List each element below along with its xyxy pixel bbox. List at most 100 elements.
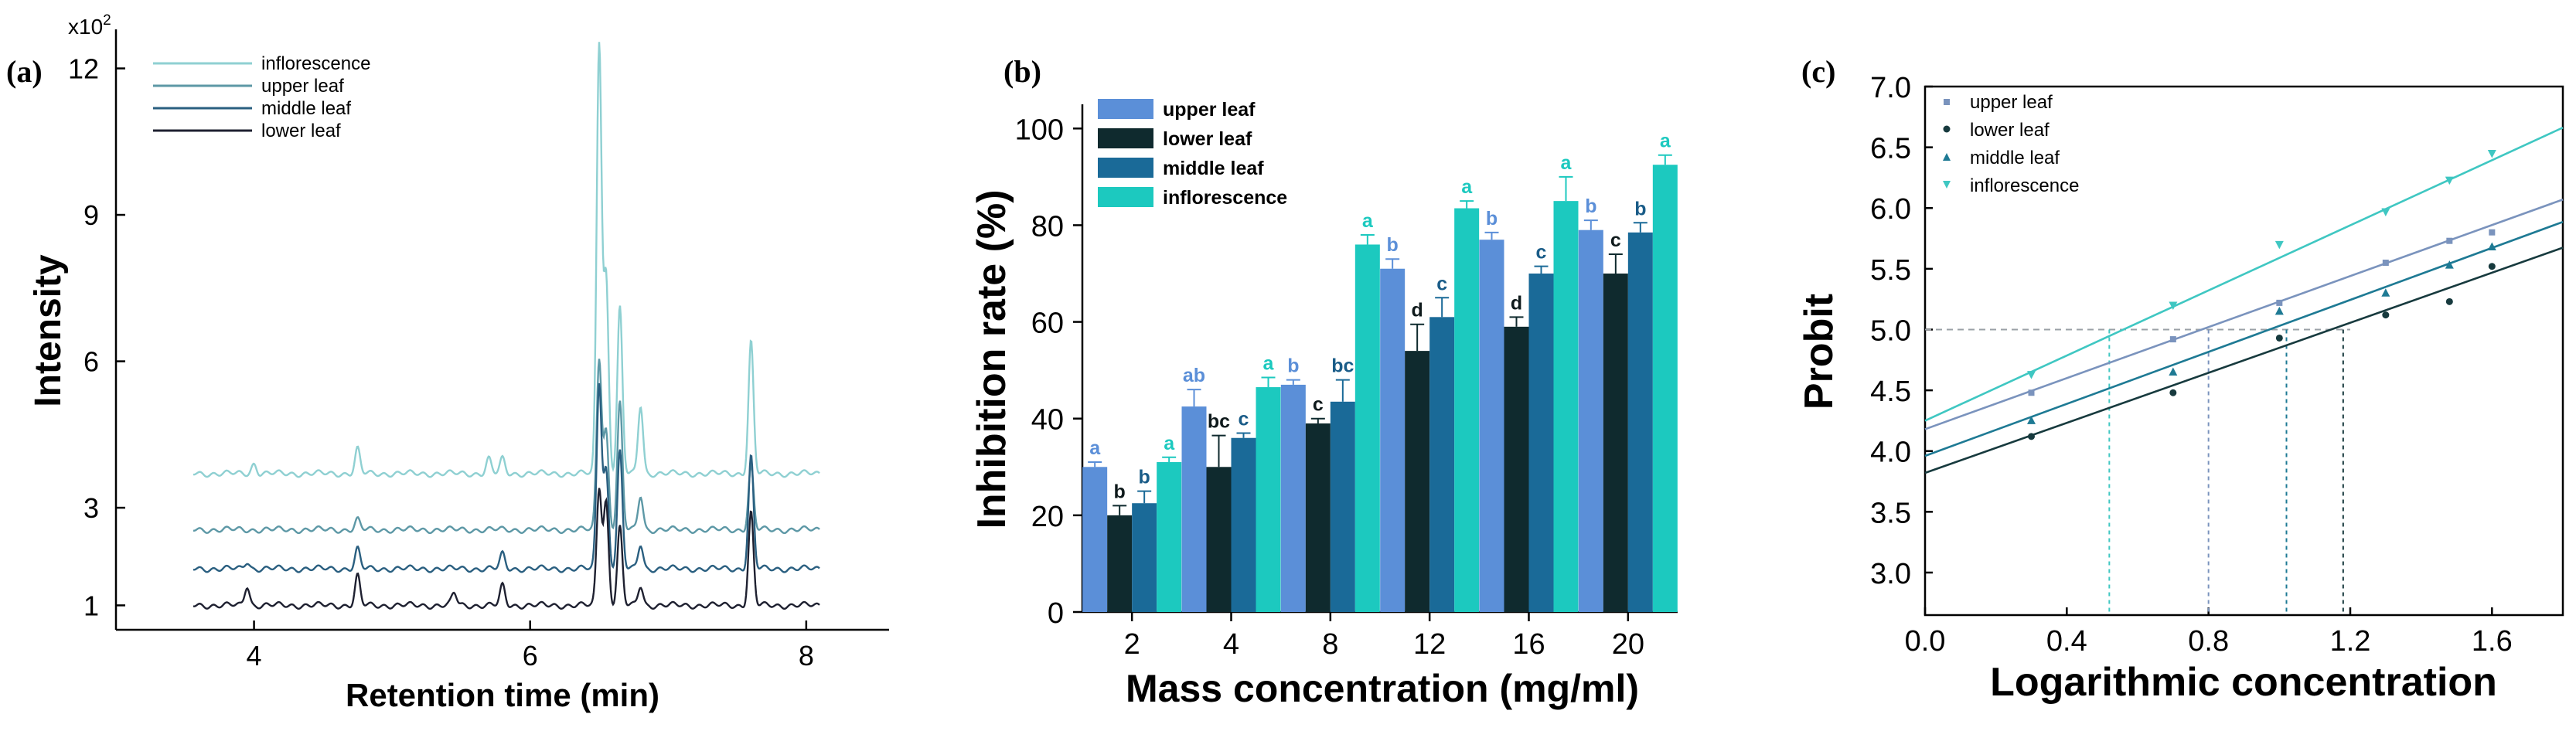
significance-label: a (1660, 131, 1671, 152)
bar-middle-leaf (1528, 274, 1554, 612)
significance-label: b (1387, 234, 1399, 256)
legend-label-middle-leaf: middle leaf (1970, 148, 2060, 168)
panel-a-y-multiplier-base: x10 (68, 15, 103, 39)
significance-label: c (1610, 230, 1621, 251)
bar-middle-leaf (1231, 437, 1256, 612)
significance-label: c (1536, 242, 1547, 264)
significance-label: ab (1183, 365, 1205, 386)
bar-lower-leaf (1107, 515, 1133, 612)
significance-label: c (1313, 394, 1324, 416)
fit-line-inflorescence (1924, 126, 2564, 422)
bar-upper-leaf (1082, 467, 1108, 612)
bar-inflorescence (1354, 244, 1380, 612)
significance-label: d (1511, 292, 1522, 314)
significance-label: b (1114, 481, 1126, 502)
y-tick-label: 3.0 (1870, 558, 1911, 590)
point-middle-leaf (2169, 367, 2178, 376)
significance-label: a (1461, 176, 1473, 198)
panel-b-x-ticks: 2 4 8 12 16 20 (1124, 612, 1644, 661)
point-middle-leaf (2445, 260, 2454, 269)
x-tick-label: 12 (1413, 628, 1446, 661)
significance-label: a (1089, 437, 1101, 459)
panel-c-label: (c) (1801, 54, 1835, 89)
y-tick-label: 6 (83, 346, 99, 378)
legend-marker-upper-leaf (1944, 99, 1950, 105)
y-tick-label: 7.0 (1870, 72, 1911, 104)
legend-swatch-lower-leaf (1098, 128, 1153, 148)
y-tick-label: 40 (1031, 404, 1064, 437)
y-tick-label: 6.5 (1870, 133, 1911, 165)
legend-swatch-inflorescence (1098, 187, 1153, 207)
x-tick-label: 1.2 (2330, 625, 2371, 658)
point-middle-leaf (2381, 288, 2390, 297)
panel-b-label: (b) (1003, 54, 1041, 89)
legend-label-middle-leaf: middle leaf (261, 98, 351, 119)
bar-upper-leaf (1380, 268, 1406, 612)
panel-c-frame (1923, 85, 2564, 617)
point-inflorescence (2169, 301, 2178, 311)
legend-label-inflorescence: inflorescence (1163, 187, 1287, 209)
point-inflorescence (2487, 149, 2496, 158)
significance-label: b (1585, 196, 1596, 217)
panel-a-label: (a) (6, 54, 43, 89)
point-lower-leaf (2488, 263, 2496, 270)
significance-label: a (1164, 433, 1175, 454)
x-tick-label: 0.0 (1905, 625, 1946, 658)
point-inflorescence (2381, 208, 2390, 216)
x-tick-label: 8 (1322, 628, 1338, 661)
significance-label: a (1263, 353, 1275, 375)
bar-middle-leaf (1330, 401, 1355, 612)
panel-c-legend: upper leaf lower leaf middle leaf inflor… (1943, 92, 2079, 196)
legend-label-lower-leaf: lower leaf (1970, 120, 2050, 141)
point-lower-leaf (2275, 334, 2283, 342)
legend-swatch-middle-leaf (1098, 158, 1153, 178)
fit-line-upper-leaf (1924, 199, 2564, 430)
trace-inflorescence (193, 42, 820, 478)
bar-inflorescence (1157, 462, 1182, 612)
bar-middle-leaf (1429, 317, 1455, 612)
point-upper-leaf (2489, 229, 2496, 236)
panel-c-x-label: Logarithmic concentration (1990, 660, 2497, 705)
panel-c-y-label: Probit (1797, 294, 1842, 410)
bar-lower-leaf (1405, 351, 1430, 612)
panel-a-x-ticks: 4 6 8 (247, 620, 814, 672)
y-tick-label: 5.5 (1870, 254, 1911, 287)
y-tick-label: 0 (1048, 597, 1064, 630)
legend-label-inflorescence: inflorescence (1970, 175, 2079, 196)
y-tick-label: 6.0 (1870, 193, 1911, 226)
y-tick-label: 9 (83, 199, 99, 231)
legend-marker-inflorescence (1943, 181, 1951, 189)
fit-line-middle-leaf (1924, 220, 2564, 457)
panel-c-lc50-guides (1925, 328, 2350, 615)
significance-label: a (1362, 210, 1374, 232)
panel-a-y-multiplier-exp: 2 (103, 12, 111, 29)
panel-b-legend: upper leaf lower leaf middle leaf inflor… (1098, 99, 1287, 209)
significance-label: b (1634, 198, 1646, 219)
point-upper-leaf (2446, 237, 2453, 244)
bar-upper-leaf (1280, 384, 1306, 612)
panel-a-x-label: Retention time (min) (346, 677, 659, 713)
x-tick-label: 0.4 (2046, 625, 2087, 658)
panel-a-y-label: Intensity (28, 254, 69, 407)
panel-c-series (1924, 126, 2564, 474)
trace-upper-leaf (193, 359, 820, 535)
x-tick-label: 4 (1223, 628, 1239, 661)
legend-label-upper-leaf: upper leaf (1163, 99, 1256, 121)
significance-label: c (1436, 273, 1447, 294)
bar-inflorescence (1553, 201, 1579, 613)
significance-label: d (1412, 300, 1423, 321)
point-inflorescence (2274, 240, 2284, 250)
x-tick-label: 6 (523, 640, 538, 672)
point-lower-leaf (2028, 433, 2035, 440)
bar-inflorescence (1256, 387, 1281, 612)
significance-label: bc (1331, 355, 1354, 377)
bar-lower-leaf (1206, 467, 1232, 612)
point-middle-leaf (2027, 416, 2036, 424)
significance-label: b (1139, 467, 1150, 488)
panel-a-chromatogram: (a) 1 3 6 9 12 4 6 8 x102 Intensity Retention … (6, 12, 889, 713)
x-tick-label: 16 (1512, 628, 1545, 661)
bar-upper-leaf (1578, 230, 1603, 612)
trace-lower-leaf (193, 488, 820, 610)
point-lower-leaf (2382, 311, 2390, 319)
